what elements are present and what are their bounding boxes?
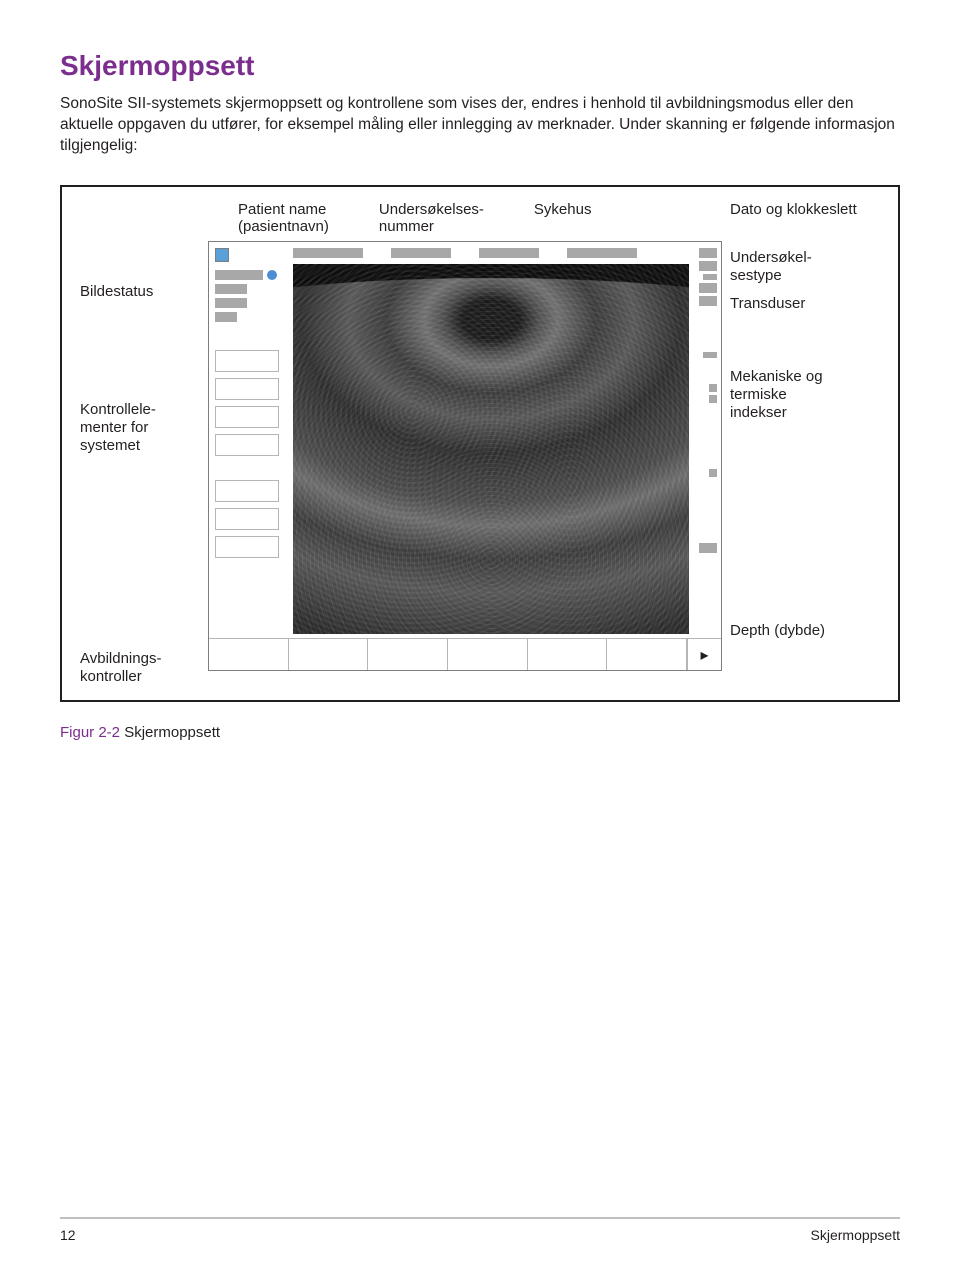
scale-tick	[699, 261, 717, 271]
ultrasound-image	[293, 264, 689, 634]
chevron-right-icon: ▸	[701, 645, 709, 665]
callout-mech-thermal-indices: Mekaniske og termiske indekser	[730, 368, 880, 422]
scale-tick	[699, 283, 717, 293]
header-bar	[479, 248, 539, 258]
status-bar	[215, 270, 263, 280]
page-title: Skjermoppsett	[60, 50, 900, 82]
scale-tick	[699, 543, 717, 553]
callout-text: Avbildnings-	[80, 650, 161, 667]
ultrasound-speckle	[293, 264, 689, 634]
scale-tick	[703, 352, 717, 358]
scale-tick	[699, 248, 717, 258]
footer-section-title: Skjermoppsett	[811, 1227, 900, 1243]
callout-image-status: Bildestatus	[80, 283, 200, 301]
system-control-slot[interactable]	[215, 406, 279, 428]
status-bar	[215, 298, 247, 308]
device-right-panel	[693, 242, 721, 638]
imaging-control-cell[interactable]	[448, 639, 528, 670]
callout-system-controls: Kontrollele- menter for systemet	[80, 401, 200, 455]
callout-transducer: Transduser	[730, 295, 880, 313]
callout-text: Mekaniske og	[730, 368, 823, 385]
next-arrow-button[interactable]: ▸	[687, 639, 721, 670]
device-bottom-bar: ▸	[209, 638, 721, 670]
scale-tick	[703, 274, 717, 280]
scale-tick	[709, 469, 717, 477]
callout-text: Patient name	[238, 201, 326, 218]
imaging-control-cell[interactable]	[368, 639, 448, 670]
callout-imaging-controls: Avbildnings- kontroller	[80, 650, 200, 686]
device-left-panel	[209, 242, 289, 638]
device-center-panel	[289, 242, 693, 638]
status-bar	[215, 284, 247, 294]
page-footer: 12 Skjermoppsett	[60, 1217, 900, 1243]
device-screen: ▸	[208, 241, 722, 671]
callout-text: Kontrollele-	[80, 401, 156, 418]
callout-datetime: Dato og klokkeslett	[730, 201, 880, 218]
callout-exam-type: Undersøkel- sestype	[730, 249, 880, 285]
callout-text: (pasientnavn)	[238, 218, 329, 235]
callout-text: indekser	[730, 404, 787, 421]
callout-hospital: Sykehus	[534, 201, 592, 236]
callout-text: systemet	[80, 437, 140, 454]
figure-label: Figur 2-2	[60, 724, 120, 741]
imaging-control-cell[interactable]	[209, 639, 289, 670]
status-dot-icon	[267, 270, 277, 280]
page-number: 12	[60, 1227, 76, 1243]
callout-text: menter for	[80, 419, 148, 436]
imaging-control-cell[interactable]	[528, 639, 608, 670]
status-bar	[215, 312, 237, 322]
callout-text: termiske	[730, 386, 787, 403]
callout-text: Undersøkelses-	[379, 201, 484, 218]
callout-text: nummer	[379, 218, 434, 235]
callout-exam-number: Undersøkelses- nummer	[379, 201, 484, 236]
header-bar	[293, 248, 363, 258]
callout-text: kontroller	[80, 668, 142, 685]
callout-depth: Depth (dybde)	[730, 622, 880, 640]
device-header-bars	[293, 248, 689, 258]
imaging-control-cell[interactable]	[607, 639, 687, 670]
callout-patient-name: Patient name (pasientnavn)	[238, 201, 329, 236]
callout-text: sestype	[730, 267, 782, 284]
top-callout-row: Patient name (pasientnavn) Undersøkelses…	[208, 201, 722, 236]
header-bar	[567, 248, 637, 258]
callout-text: Undersøkel-	[730, 249, 812, 266]
scale-tick	[709, 395, 717, 403]
intro-paragraph: SonoSite SII-systemets skjermoppsett og …	[60, 94, 900, 157]
system-control-slot[interactable]	[215, 536, 279, 558]
figure-caption: Figur 2-2 Skjermoppsett	[60, 724, 900, 741]
scale-tick	[699, 296, 717, 306]
imaging-control-cell[interactable]	[289, 639, 369, 670]
figure-caption-text: Skjermoppsett	[124, 724, 220, 741]
status-icon	[215, 248, 229, 262]
system-control-slot[interactable]	[215, 480, 279, 502]
figure-frame: Patient name (pasientnavn) Undersøkelses…	[60, 185, 900, 703]
system-control-slot[interactable]	[215, 350, 279, 372]
system-control-slot[interactable]	[215, 508, 279, 530]
scale-tick	[709, 384, 717, 392]
system-control-slot[interactable]	[215, 378, 279, 400]
header-bar	[391, 248, 451, 258]
system-control-slot[interactable]	[215, 434, 279, 456]
